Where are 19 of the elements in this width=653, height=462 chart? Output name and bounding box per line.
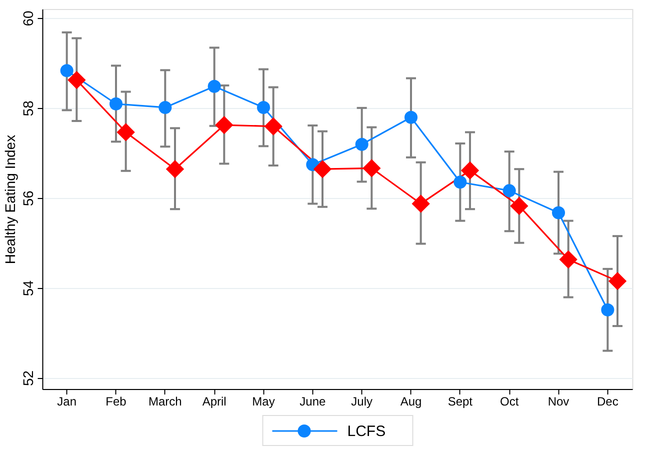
x-tick-label: Feb [106,394,127,408]
y-tick-label: 60 [20,10,36,26]
y-tick-label: 54 [20,280,36,296]
x-tick-label: Dec [596,394,618,408]
y-axis-title: Healthy Eating Index [2,134,18,264]
x-tick-label: Oct [500,394,520,408]
x-tick-label: March [148,394,182,408]
y-tick-label: 52 [20,370,36,386]
x-tick-label: July [351,394,373,408]
x-tick-label: Sept [448,394,474,408]
y-tick-label: 56 [20,190,36,206]
x-tick-label: Jan [57,394,77,408]
x-tick-label: Nov [548,394,570,408]
x-tick-label: May [252,394,275,408]
x-tick-label: June [300,394,326,408]
y-tick-label: 58 [20,100,36,116]
x-tick-label: April [202,394,226,408]
x-tick-label: Aug [400,394,422,408]
legend-label: LCFS [347,423,386,440]
